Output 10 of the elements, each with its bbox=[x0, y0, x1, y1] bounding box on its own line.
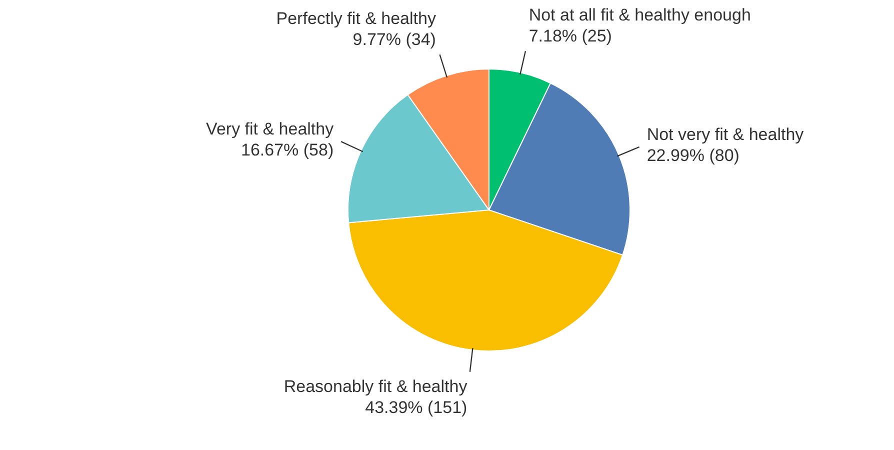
slice-label: Not very fit & healthy bbox=[646, 125, 804, 144]
data-label: 22.99% (80) bbox=[646, 146, 740, 166]
data-label: 43.39% (151) bbox=[365, 398, 468, 417]
data-label: 9.77% (34) bbox=[352, 30, 436, 49]
slice-label: Not at all fit & healthy enough bbox=[528, 5, 751, 24]
data-label: 7.18% (25) bbox=[528, 26, 612, 46]
slice-label: Perfectly fit & healthy bbox=[276, 8, 436, 28]
slice-label: Reasonably fit & healthy bbox=[284, 376, 468, 396]
slice-label: Very fit & healthy bbox=[206, 120, 334, 139]
data-label: 16.67% (58) bbox=[240, 140, 334, 160]
